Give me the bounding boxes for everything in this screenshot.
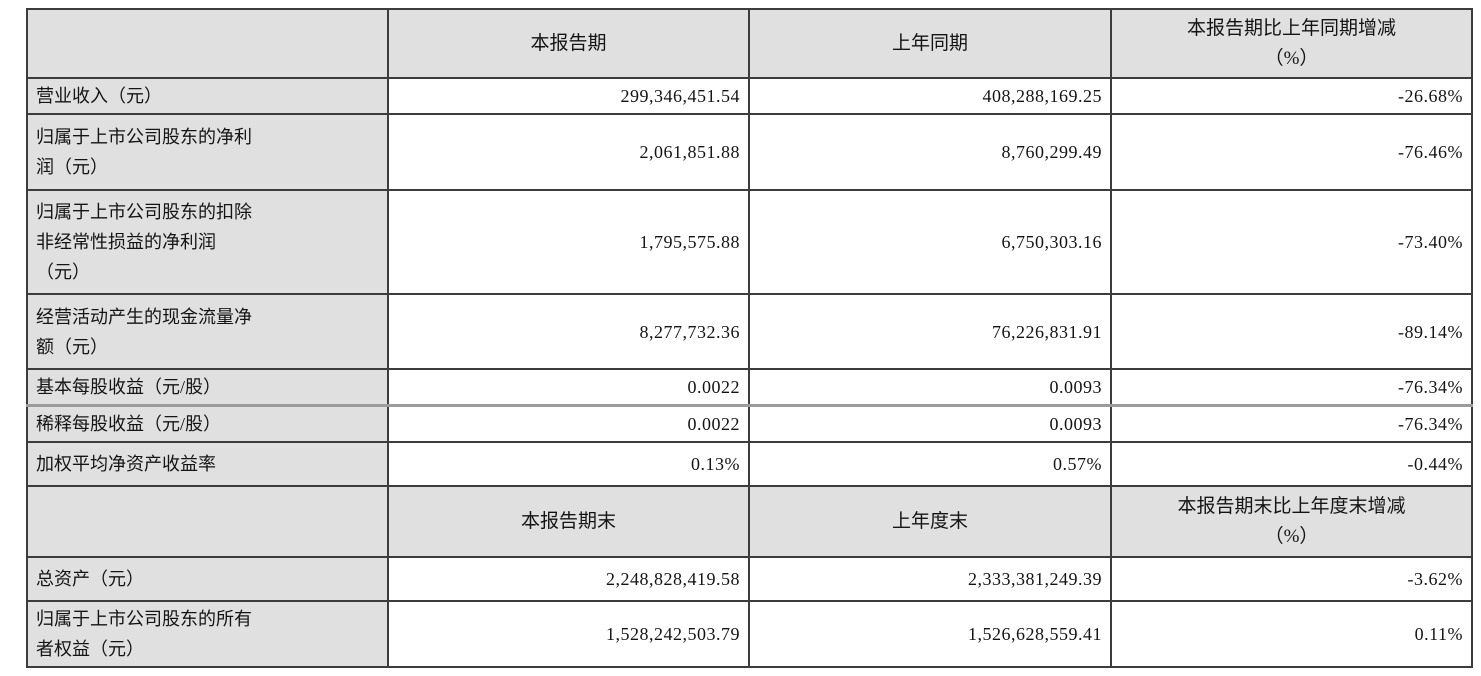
value-current-period: 2,061,851.88 [387, 113, 750, 191]
row-label: 总资产（元） [26, 556, 389, 602]
value-prior-period: 0.0093 [748, 368, 1112, 407]
table-row-operating-revenue: 营业收入（元） 299,346,451.54 408,288,169.25 -2… [26, 77, 1473, 115]
header-period-change: 本报告期比上年同期增减 （%） [1110, 8, 1473, 79]
value-change-percent: -3.62% [1110, 556, 1473, 602]
value-current-period: 299,346,451.54 [387, 77, 750, 115]
header-empty-cell [26, 485, 389, 558]
value-prior-period: 408,288,169.25 [748, 77, 1112, 115]
value-current-period: 1,528,242,503.79 [387, 600, 750, 668]
header-empty-cell [26, 8, 389, 79]
header-prior-period: 上年同期 [748, 8, 1112, 79]
value-change-percent: -0.44% [1110, 441, 1473, 487]
row-label: 归属于上市公司股东的净利 润（元） [26, 113, 389, 191]
value-change-percent: -76.34% [1110, 404, 1473, 443]
header-row-period: 本报告期 上年同期 本报告期比上年同期增减 （%） [26, 8, 1473, 79]
value-current-period: 0.0022 [387, 368, 750, 407]
table-row-weighted-avg-roe: 加权平均净资产收益率 0.13% 0.57% -0.44% [26, 441, 1473, 487]
value-change-percent: -73.40% [1110, 189, 1473, 295]
value-change-percent: -76.46% [1110, 113, 1473, 191]
header-row-period-end: 本报告期末 上年度末 本报告期末比上年度末增减 （%） [26, 485, 1473, 558]
row-label: 加权平均净资产收益率 [26, 441, 389, 487]
table-row-shareholders-equity: 归属于上市公司股东的所有 者权益（元） 1,528,242,503.79 1,5… [26, 600, 1473, 668]
value-prior-period: 6,750,303.16 [748, 189, 1112, 295]
value-change-percent: -76.34% [1110, 368, 1473, 407]
value-current-period: 1,795,575.88 [387, 189, 750, 295]
row-label: 基本每股收益（元/股） [26, 368, 389, 407]
value-change-percent: -89.14% [1110, 293, 1473, 370]
value-change-percent: 0.11% [1110, 600, 1473, 668]
header-current-period: 本报告期 [387, 8, 750, 79]
value-prior-period: 8,760,299.49 [748, 113, 1112, 191]
table-row-net-profit: 归属于上市公司股东的净利 润（元） 2,061,851.88 8,760,299… [26, 113, 1473, 191]
table-row-diluted-eps: 稀释每股收益（元/股） 0.0022 0.0093 -76.34% [26, 404, 1473, 443]
table-row-basic-eps: 基本每股收益（元/股） 0.0022 0.0093 -76.34% [26, 368, 1473, 407]
value-prior-period: 0.57% [748, 441, 1112, 487]
value-current-period: 2,248,828,419.58 [387, 556, 750, 602]
header-current-period-end: 本报告期末 [387, 485, 750, 558]
financial-summary-table: 本报告期 上年同期 本报告期比上年同期增减 （%） 营业收入（元） 299,34… [26, 8, 1473, 668]
table-row-net-profit-excl-nonrecurring: 归属于上市公司股东的扣除 非经常性损益的净利润 （元） 1,795,575.88… [26, 189, 1473, 295]
table-row-total-assets: 总资产（元） 2,248,828,419.58 2,333,381,249.39… [26, 556, 1473, 602]
value-prior-period: 76,226,831.91 [748, 293, 1112, 370]
value-prior-period: 2,333,381,249.39 [748, 556, 1112, 602]
table-row-operating-cash-flow: 经营活动产生的现金流量净 额（元） 8,277,732.36 76,226,83… [26, 293, 1473, 370]
row-label: 归属于上市公司股东的所有 者权益（元） [26, 600, 389, 668]
header-period-end-change: 本报告期末比上年度末增减 （%） [1110, 485, 1473, 558]
value-change-percent: -26.68% [1110, 77, 1473, 115]
value-prior-period: 0.0093 [748, 404, 1112, 443]
row-label: 营业收入（元） [26, 77, 389, 115]
row-label: 稀释每股收益（元/股） [26, 404, 389, 443]
value-current-period: 0.13% [387, 441, 750, 487]
value-current-period: 8,277,732.36 [387, 293, 750, 370]
value-prior-period: 1,526,628,559.41 [748, 600, 1112, 668]
row-label: 归属于上市公司股东的扣除 非经常性损益的净利润 （元） [26, 189, 389, 295]
value-current-period: 0.0022 [387, 404, 750, 443]
header-prior-year-end: 上年度末 [748, 485, 1112, 558]
row-label: 经营活动产生的现金流量净 额（元） [26, 293, 389, 370]
